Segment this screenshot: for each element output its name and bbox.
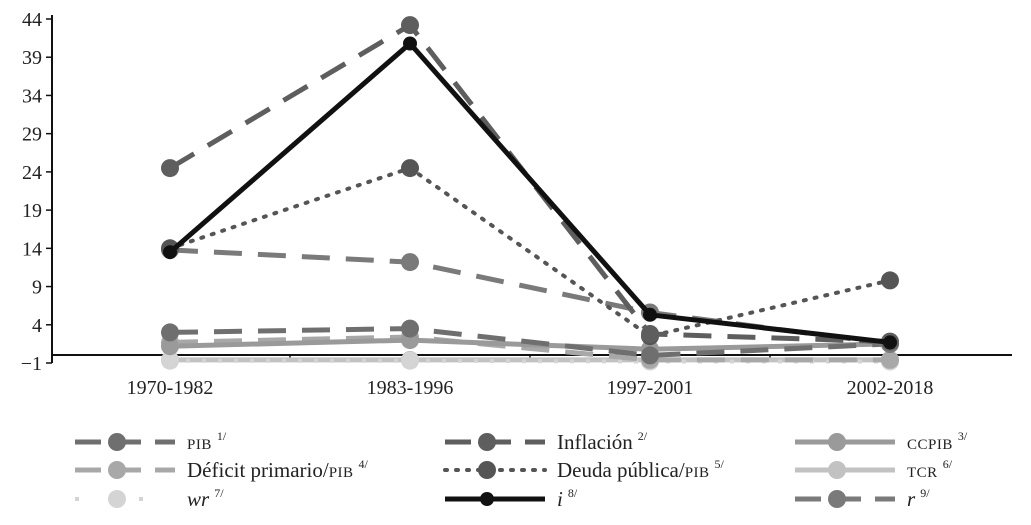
legend-swatch-marker	[480, 492, 494, 506]
data-point-inflacion	[161, 159, 179, 178]
legend-label: Inflación 2/	[557, 429, 648, 454]
data-point-i	[163, 245, 177, 260]
y-tick-label: 24	[22, 162, 42, 184]
data-point-wr	[161, 351, 179, 370]
y-tick-label: 14	[22, 238, 42, 260]
series-line-ccpib	[169, 337, 891, 352]
series-line-pib	[169, 326, 891, 358]
legend-label: TCR6/	[907, 457, 953, 481]
series-i	[163, 36, 897, 350]
legend-label: Deuda pública/PIB5/	[557, 457, 725, 482]
y-tick-label: 34	[22, 85, 42, 107]
data-point-i	[883, 335, 897, 350]
y-tick-label: 29	[22, 124, 42, 146]
data-point-r	[401, 253, 419, 272]
x-tick-label: 2002-2018	[847, 377, 934, 399]
data-point-wr	[401, 351, 419, 370]
data-point-pib	[401, 319, 419, 338]
legend-swatch-marker	[108, 490, 126, 508]
data-point-deficit	[881, 350, 899, 369]
chart-legend: PIB1/Inflación 2/CCPIB3/Déficit primario/…	[75, 429, 968, 511]
data-point-i	[403, 36, 417, 51]
data-point-inflacion	[641, 325, 659, 343]
data-point-deuda	[881, 271, 899, 290]
legend-swatch-marker	[828, 461, 846, 479]
x-tick-label: 1983-1996	[367, 377, 454, 399]
legend-label: Déficit primario/PIB4/	[187, 457, 369, 482]
y-tick-label: 19	[22, 200, 42, 222]
y-tick-label: 39	[22, 47, 42, 69]
series-layer	[161, 16, 899, 371]
series-line-deficit	[169, 334, 890, 363]
legend-label: i 8/	[557, 486, 578, 511]
y-tick-label: 9	[32, 277, 42, 299]
legend-swatch-marker	[478, 461, 496, 479]
data-point-pib	[161, 323, 179, 342]
legend-label: CCPIB3/	[907, 429, 968, 453]
legend-item-pib: PIB1/	[75, 429, 227, 453]
y-tick-label: 4	[32, 315, 42, 337]
y-tick-label: 44	[22, 9, 42, 31]
legend-item-r: r 9/	[795, 486, 930, 511]
legend-item-ccpib: CCPIB3/	[795, 429, 968, 453]
legend-label: wr 7/	[187, 486, 224, 511]
series-line-inflacion	[168, 22, 891, 345]
data-point-pib	[641, 346, 659, 365]
series-line-r	[169, 247, 891, 347]
data-point-ccpib	[161, 337, 179, 356]
series-line-deuda	[168, 166, 892, 339]
legend-swatch-marker	[108, 433, 126, 451]
y-tick-label: −1	[21, 353, 42, 375]
series-inflacion	[161, 16, 899, 351]
legend-swatch-marker	[108, 461, 126, 479]
data-point-inflacion	[401, 16, 419, 35]
data-point-i	[643, 307, 657, 322]
series-line-i	[168, 41, 891, 345]
legend-swatch-marker	[828, 490, 846, 508]
legend-label: PIB1/	[187, 429, 227, 453]
legend-item-deficit: Déficit primario/PIB4/	[75, 457, 369, 482]
legend-swatch-marker	[828, 433, 846, 451]
legend-item-deuda: Deuda pública/PIB5/	[443, 457, 725, 482]
legend-item-i: i 8/	[445, 486, 578, 511]
x-tick-label: 1970-1982	[127, 377, 214, 399]
series-deuda	[161, 159, 899, 346]
legend-label: r 9/	[907, 486, 930, 511]
legend-item-wr: wr 7/	[75, 486, 224, 511]
legend-item-inflacion: Inflación 2/	[445, 429, 648, 454]
chart-axes: 44 39 34 29 24 19 14 9 4 −1 1970-1982 1983-1996 1997…	[21, 9, 1012, 399]
legend-item-tcr: TCR6/	[795, 457, 953, 481]
data-point-deuda	[401, 159, 419, 178]
x-tick-label: 1997-2001	[607, 377, 694, 399]
legend-swatch-marker	[478, 433, 496, 451]
